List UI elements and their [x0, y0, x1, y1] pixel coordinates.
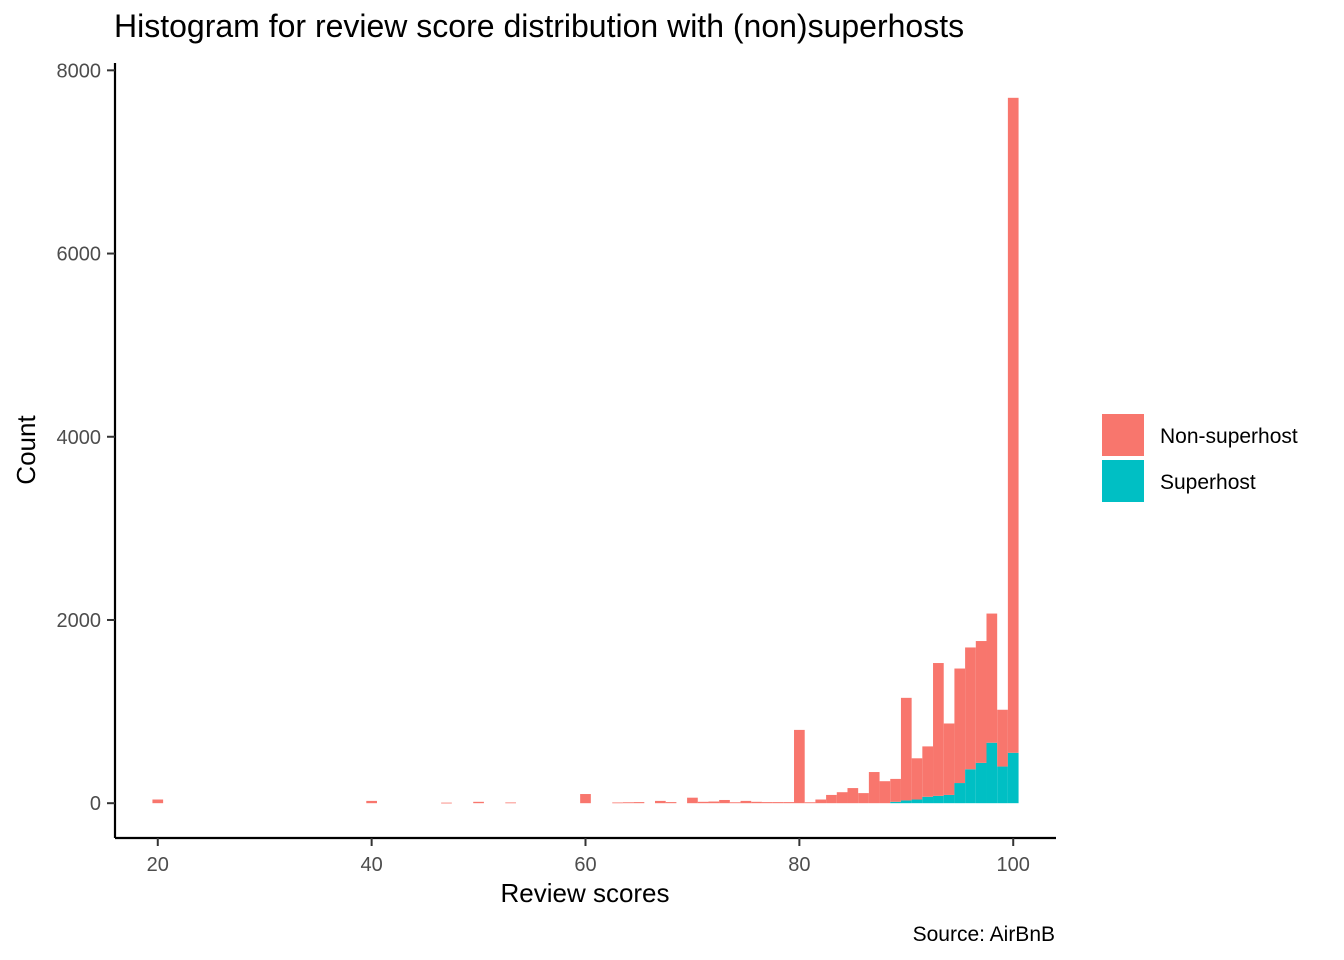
x-axis-title: Review scores — [500, 878, 669, 908]
x-ticks-group: 20 40 60 80 100 — [147, 838, 1030, 876]
x-tick-label-60: 60 — [574, 854, 596, 876]
bar-non-superhost-71 — [697, 801, 709, 804]
bar-superhost-89 — [890, 801, 901, 804]
bar-non-superhost-90 — [900, 697, 912, 801]
bar-superhost-99 — [997, 766, 1008, 804]
legend-label-superhost: Superhost — [1160, 471, 1256, 494]
bar-non-superhost-92 — [922, 746, 934, 797]
bar-non-superhost-81 — [804, 802, 816, 804]
bar-non-superhost-76 — [751, 801, 762, 804]
bar-non-superhost-40 — [366, 800, 377, 804]
bar-superhost-100 — [1007, 752, 1019, 804]
bar-non-superhost-85 — [847, 788, 859, 804]
y-ticks-group: 0 2000 4000 6000 8000 — [57, 60, 115, 815]
legend-key-superhost — [1102, 460, 1144, 502]
bar-non-superhost-75 — [740, 800, 752, 804]
bar-non-superhost-95 — [954, 668, 966, 784]
bar-non-superhost-53 — [505, 802, 516, 804]
bar-non-superhost-50 — [473, 801, 484, 804]
bar-non-superhost-88 — [879, 781, 891, 804]
bar-superhost-90 — [900, 800, 912, 804]
bar-non-superhost-77 — [761, 802, 773, 804]
legend-label-non-superhost: Non-superhost — [1160, 425, 1298, 448]
bar-non-superhost-91 — [911, 758, 923, 800]
bar-non-superhost-86 — [858, 793, 869, 804]
bar-superhost-93 — [933, 795, 944, 804]
bars-group — [152, 97, 1019, 804]
bar-superhost-94 — [943, 794, 955, 804]
bar-non-superhost-72 — [708, 801, 720, 804]
bar-non-superhost-65 — [633, 802, 645, 804]
x-tick-label-20: 20 — [147, 854, 169, 876]
bar-non-superhost-63 — [612, 802, 623, 804]
bar-superhost-98 — [986, 742, 998, 804]
bar-non-superhost-64 — [622, 802, 634, 804]
bar-superhost-91 — [911, 799, 923, 804]
bar-non-superhost-89 — [890, 778, 901, 802]
bar-non-superhost-74 — [729, 802, 741, 804]
legend: Non-superhost Superhost — [1102, 414, 1298, 502]
bar-superhost-97 — [975, 762, 987, 804]
bar-non-superhost-67 — [655, 800, 666, 804]
bar-non-superhost-93 — [933, 663, 944, 796]
bar-non-superhost-47 — [441, 802, 452, 804]
bar-non-superhost-73 — [719, 799, 730, 804]
bar-non-superhost-20 — [152, 799, 164, 804]
bar-non-superhost-78 — [772, 802, 784, 804]
y-tick-label-0: 0 — [90, 793, 101, 815]
y-tick-label-4000: 4000 — [57, 427, 102, 449]
bar-non-superhost-82 — [815, 799, 827, 804]
bar-non-superhost-99 — [997, 709, 1008, 767]
legend-key-non-superhost — [1102, 414, 1144, 456]
source-caption: Source: AirBnB — [913, 923, 1055, 946]
bar-non-superhost-79 — [783, 802, 795, 804]
bar-non-superhost-70 — [687, 797, 698, 804]
bar-superhost-95 — [954, 783, 966, 804]
bar-non-superhost-94 — [943, 723, 955, 795]
bar-superhost-92 — [922, 796, 934, 804]
bar-superhost-96 — [965, 769, 976, 804]
y-tick-label-8000: 8000 — [57, 60, 102, 82]
y-axis-title: Count — [11, 415, 41, 485]
bar-non-superhost-97 — [975, 641, 987, 763]
bar-non-superhost-84 — [836, 792, 848, 804]
bar-non-superhost-98 — [986, 613, 998, 743]
bar-non-superhost-68 — [665, 802, 677, 804]
y-tick-label-6000: 6000 — [57, 244, 102, 266]
bar-non-superhost-87 — [868, 772, 880, 804]
x-tick-label-80: 80 — [788, 854, 810, 876]
bar-non-superhost-60 — [580, 794, 591, 804]
bar-non-superhost-100 — [1007, 97, 1019, 753]
bar-non-superhost-96 — [965, 647, 976, 770]
x-tick-label-40: 40 — [361, 854, 383, 876]
bar-non-superhost-83 — [826, 794, 837, 804]
y-tick-label-2000: 2000 — [57, 610, 102, 632]
bar-non-superhost-80 — [794, 729, 805, 804]
x-tick-label-100: 100 — [997, 854, 1030, 876]
chart-title: Histogram for review score distribution … — [114, 8, 965, 44]
